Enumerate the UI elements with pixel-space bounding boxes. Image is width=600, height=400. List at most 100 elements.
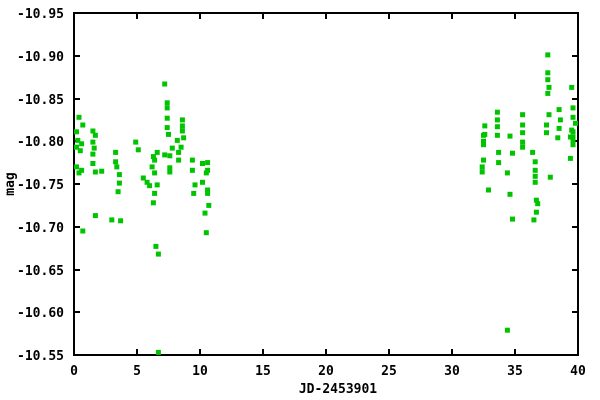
x-tick-label: 35 xyxy=(507,364,523,379)
data-point xyxy=(91,145,97,151)
data-point xyxy=(545,77,551,83)
data-point xyxy=(202,210,208,216)
y-tick-label: -10.85 xyxy=(17,93,64,108)
data-point xyxy=(164,125,170,131)
data-point xyxy=(167,165,173,171)
data-point xyxy=(545,90,551,96)
y-tick-label: -10.70 xyxy=(17,221,64,236)
data-point xyxy=(556,107,562,113)
x-tick-label: 10 xyxy=(192,364,208,379)
data-point xyxy=(80,122,86,128)
data-point xyxy=(520,130,526,136)
data-point xyxy=(520,144,526,150)
data-point xyxy=(90,161,96,166)
data-point xyxy=(144,179,150,185)
data-point xyxy=(510,150,515,156)
data-point xyxy=(74,164,79,170)
data-point xyxy=(189,157,195,163)
data-point xyxy=(573,120,578,126)
data-point xyxy=(545,70,551,76)
x-tick-label: 25 xyxy=(381,364,397,379)
data-point xyxy=(179,123,185,129)
data-point xyxy=(114,164,120,170)
y-tick-label: -10.75 xyxy=(17,178,64,193)
data-point xyxy=(567,155,573,161)
data-point xyxy=(74,144,79,150)
data-point xyxy=(479,164,485,170)
data-point xyxy=(570,134,576,140)
data-point xyxy=(494,124,500,130)
data-point xyxy=(152,170,158,176)
x-axis-label: JD-2453901 xyxy=(299,382,377,397)
data-point xyxy=(154,182,160,188)
data-point xyxy=(203,170,209,176)
data-point xyxy=(546,112,552,118)
data-point xyxy=(192,182,198,188)
data-point xyxy=(150,200,156,206)
data-point xyxy=(176,157,182,163)
y-tick-label: -10.60 xyxy=(17,306,64,321)
data-point xyxy=(544,130,549,136)
data-point xyxy=(179,117,185,123)
data-point xyxy=(155,349,161,355)
y-tick-label: -10.80 xyxy=(17,135,64,150)
x-tick-label: 40 xyxy=(570,364,586,379)
data-point xyxy=(545,52,551,58)
data-point xyxy=(133,139,139,145)
data-point xyxy=(92,169,98,175)
data-point xyxy=(520,139,526,145)
data-point xyxy=(164,105,170,111)
x-tick-label: 15 xyxy=(255,364,271,379)
data-point xyxy=(167,153,173,159)
data-point xyxy=(530,149,536,155)
y-axis-label: mag xyxy=(3,172,18,195)
data-point xyxy=(135,147,141,153)
data-point xyxy=(176,149,182,155)
data-point xyxy=(520,112,526,118)
data-point xyxy=(532,167,538,173)
data-point xyxy=(206,202,212,208)
data-point xyxy=(494,132,500,138)
data-point xyxy=(544,122,549,128)
data-point xyxy=(533,197,539,203)
data-point xyxy=(150,154,156,160)
x-tick-label: 5 xyxy=(133,364,141,379)
data-point xyxy=(481,142,486,148)
data-point xyxy=(140,175,146,181)
data-point xyxy=(494,109,500,115)
data-point xyxy=(147,183,153,189)
data-point xyxy=(507,133,513,139)
data-point xyxy=(178,144,184,150)
data-point xyxy=(205,167,211,173)
data-point xyxy=(496,160,502,166)
data-point xyxy=(570,114,576,120)
data-point xyxy=(203,230,209,236)
data-point xyxy=(166,131,171,137)
data-point xyxy=(76,114,82,120)
data-point xyxy=(74,129,79,135)
data-point xyxy=(570,129,576,135)
data-point xyxy=(75,137,81,143)
data-point xyxy=(555,135,561,141)
data-point xyxy=(481,157,486,163)
data-point xyxy=(79,167,85,173)
data-point xyxy=(99,168,105,174)
data-point xyxy=(557,117,563,123)
data-point xyxy=(92,132,98,138)
data-point xyxy=(482,131,488,137)
data-point xyxy=(152,190,158,196)
data-point xyxy=(200,161,205,166)
x-tick-label: 30 xyxy=(444,364,460,379)
data-point xyxy=(92,213,98,219)
y-tick-label: -10.55 xyxy=(17,349,64,364)
data-point xyxy=(164,100,170,106)
data-point xyxy=(77,148,83,154)
data-point xyxy=(80,228,86,234)
data-point xyxy=(174,137,180,143)
data-point xyxy=(153,243,159,249)
data-point xyxy=(481,138,486,144)
data-point xyxy=(152,157,158,163)
data-point xyxy=(532,173,538,179)
data-point xyxy=(90,151,96,157)
